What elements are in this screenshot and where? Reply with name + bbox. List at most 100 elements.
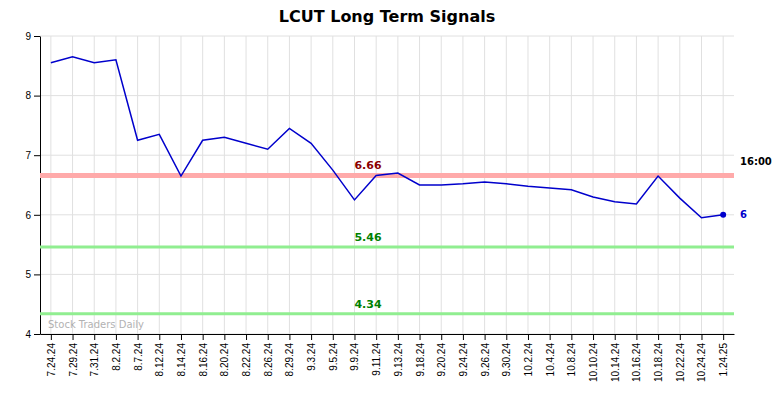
tick: 10.14.24 [610,334,621,382]
grid-line [50,36,51,334]
tick-mark [203,334,204,340]
tick: 7 [25,150,40,161]
reference-line [40,312,734,315]
tick: 10.22.24 [675,334,686,382]
tick-label: 10.2.24 [523,343,534,377]
grid-line [72,36,73,334]
tick-mark [398,334,399,340]
tick-mark [159,334,160,340]
tick: 10.4.24 [545,334,556,376]
tick-mark [51,334,52,340]
grid-line [332,36,333,334]
tick-label: 7.31.24 [89,343,100,377]
y-axis: 4 5 6 7 8 9 [25,31,40,340]
tick-mark [528,334,529,340]
grid-line [636,36,637,334]
grid-line [506,36,507,334]
grid-line [246,36,247,334]
tick-mark [73,334,74,340]
grid-line [571,36,572,334]
tick: 9 [25,31,40,42]
grid-line [94,36,95,334]
axis-line [41,334,735,335]
tick: 9.3.24 [306,334,317,371]
tick: 8.26.24 [263,334,274,376]
tick-mark [181,334,182,340]
tick-mark [94,334,95,340]
tick: 8.14.24 [176,334,187,376]
tick-mark [34,334,40,335]
time-label: 16:00 [740,156,772,167]
tick-label: 8.22.24 [241,343,252,377]
tick-mark [246,334,247,340]
chart: 7.24.247.29.247.31.248.2.248.7.248.12.24… [0,0,784,398]
grid-line [224,36,225,334]
tick: 5 [25,269,40,280]
grid-line [115,36,116,334]
tick-label: 10.18.24 [653,343,664,382]
tick-mark [333,334,334,340]
tick-label: 6 [25,210,31,221]
grid-line [40,274,734,275]
tick: 9.18.24 [415,334,426,376]
grid-line [289,36,290,334]
tick: 9.26.24 [480,334,491,376]
tick-mark [34,155,40,156]
tick: 9.9.24 [349,334,360,371]
tick: 9.30.24 [501,334,512,376]
tick-mark [485,334,486,340]
tick-label: 5 [25,269,31,280]
tick-label: 9 [25,31,31,42]
tick: 10.24.24 [696,334,707,382]
grid-line [376,36,377,334]
tick-mark [615,334,616,340]
tick-mark [289,334,290,340]
tick-label: 9.20.24 [436,343,447,377]
grid-line [311,36,312,334]
tick-mark [571,334,572,340]
reference-label: 4.34 [354,298,381,311]
tick-label: 10.4.24 [545,343,556,377]
tick-mark [463,334,464,340]
tick: 8 [25,90,40,101]
tick: 9.20.24 [436,334,447,376]
watermark: Stock Traders Daily [48,319,144,330]
tick: 8.7.24 [133,334,144,371]
tick: 8.22.24 [241,334,252,376]
tick-mark [354,334,355,340]
grid-line [679,36,680,334]
tick-mark [224,334,225,340]
tick-mark [441,334,442,340]
tick-label: 7.24.24 [46,343,57,377]
grid-line [137,36,138,334]
reference-label: 5.46 [354,231,381,244]
tick-label: 8.2.24 [111,343,122,371]
tick: 9.13.24 [393,334,404,376]
last-value-label: 6 [740,209,747,220]
tick-label: 8 [25,90,31,101]
tick-label: 8.26.24 [263,343,274,377]
tick-label: 9.11.24 [371,343,382,376]
tick: 4 [25,329,40,340]
tick-mark [34,36,40,37]
title: LCUT Long Term Signals [279,7,495,26]
grid-line [397,36,398,334]
annotations: 6.66 5.46 4.34 16:00 6 Stock Traders Daily [48,156,772,330]
tick: 7.31.24 [89,334,100,376]
tick-label: 8.29.24 [284,343,295,377]
tick-label: 4 [25,329,31,340]
tick-label: 9.24.24 [458,343,469,377]
grid-line [40,36,734,37]
tick-mark [116,334,117,340]
grid-line [614,36,615,334]
reference-label: 6.66 [354,159,381,172]
tick-mark [506,334,507,340]
tick-label: 10.8.24 [566,343,577,377]
tick: 9.5.24 [328,334,339,371]
tick-label: 9.3.24 [306,343,317,371]
grid-line [527,36,528,334]
tick-label: 8.12.24 [154,343,165,377]
tick: 10.2.24 [523,334,534,376]
tick: 10.18.24 [653,334,664,382]
grid-line [462,36,463,334]
